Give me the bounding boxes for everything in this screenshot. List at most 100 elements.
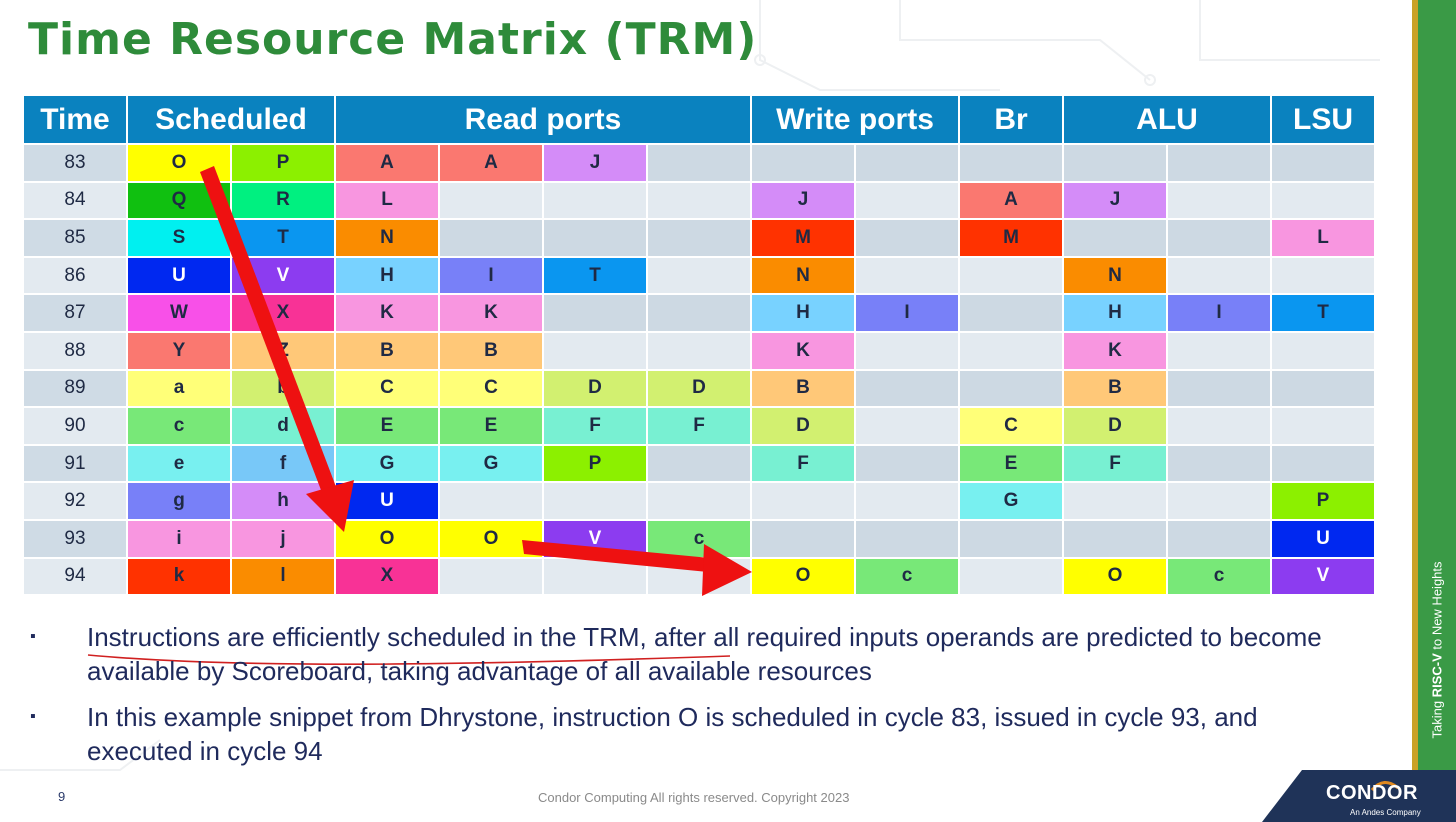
- empty-cell: [440, 483, 542, 519]
- instruction-cell: c: [128, 408, 230, 444]
- instruction-cell: E: [336, 408, 438, 444]
- empty-cell: [1064, 483, 1166, 519]
- empty-cell: [1168, 257, 1270, 294]
- instruction-cell: V: [232, 257, 334, 294]
- empty-cell: [752, 483, 854, 519]
- instruction-cell: f: [232, 445, 334, 482]
- empty-cell: [960, 520, 1062, 557]
- instruction-cell: P: [232, 145, 334, 181]
- empty-cell: [544, 182, 646, 219]
- time-cell: 86: [24, 257, 126, 294]
- empty-cell: [960, 295, 1062, 331]
- empty-cell: [1168, 145, 1270, 181]
- instruction-cell: F: [1064, 445, 1166, 482]
- instruction-cell: C: [960, 408, 1062, 444]
- empty-cell: [544, 558, 646, 595]
- empty-cell: [1168, 220, 1270, 256]
- bullet-marker: ▪: [30, 708, 36, 725]
- table-row: 86 U V H I T N N: [24, 257, 1374, 294]
- empty-cell: [960, 257, 1062, 294]
- empty-cell: [856, 408, 958, 444]
- empty-cell: [648, 483, 750, 519]
- instruction-cell: T: [544, 257, 646, 294]
- empty-cell: [1168, 483, 1270, 519]
- bullet-text: , after all required inputs operands are…: [87, 622, 1322, 686]
- table-row: 92 g h U G P: [24, 483, 1374, 519]
- instruction-cell: H: [336, 257, 438, 294]
- instruction-cell: G: [336, 445, 438, 482]
- time-cell: 87: [24, 295, 126, 331]
- bullet-item: ▪ In this example snippet from Dhrystone…: [30, 700, 1360, 768]
- empty-cell: [648, 182, 750, 219]
- column-header: Write ports: [752, 96, 958, 143]
- instruction-cell: A: [336, 145, 438, 181]
- instruction-cell: J: [752, 182, 854, 219]
- instruction-cell: T: [232, 220, 334, 256]
- empty-cell: [1168, 370, 1270, 407]
- empty-cell: [440, 182, 542, 219]
- bullet-item: ▪ Instructions are efficiently scheduled…: [30, 620, 1360, 688]
- time-cell: 93: [24, 520, 126, 557]
- empty-cell: [856, 220, 958, 256]
- instruction-cell: O: [752, 558, 854, 595]
- empty-cell: [648, 257, 750, 294]
- column-header: Scheduled: [128, 96, 334, 143]
- risc-v-logo: RISC-V: [1429, 653, 1445, 698]
- empty-cell: [752, 145, 854, 181]
- empty-cell: [856, 182, 958, 219]
- empty-cell: [960, 558, 1062, 595]
- time-cell: 91: [24, 445, 126, 482]
- instruction-cell: G: [440, 445, 542, 482]
- empty-cell: [1272, 332, 1374, 369]
- instruction-cell: K: [336, 295, 438, 331]
- empty-cell: [648, 220, 750, 256]
- bullet-list: ▪ Instructions are efficiently scheduled…: [30, 620, 1360, 780]
- time-cell: 88: [24, 332, 126, 369]
- instruction-cell: D: [752, 408, 854, 444]
- table-row: 91 e f G G P F E F: [24, 445, 1374, 482]
- instruction-cell: N: [752, 257, 854, 294]
- column-header: Br: [960, 96, 1062, 143]
- trm-table: Time Scheduled Read ports Write ports Br ALU L…: [22, 94, 1376, 596]
- instruction-cell: j: [232, 520, 334, 557]
- empty-cell: [856, 370, 958, 407]
- empty-cell: [648, 558, 750, 595]
- empty-cell: [544, 295, 646, 331]
- instruction-cell: J: [1064, 182, 1166, 219]
- table-row: 89 a b C C D D B B: [24, 370, 1374, 407]
- empty-cell: [1272, 408, 1374, 444]
- time-cell: 83: [24, 145, 126, 181]
- column-header: ALU: [1064, 96, 1270, 143]
- bullet-text: In this example snippet from Dhrystone, …: [87, 702, 1258, 766]
- table-row: 85 S T N M M L: [24, 220, 1374, 256]
- page-number: 9: [58, 789, 66, 804]
- instruction-cell: N: [1064, 257, 1166, 294]
- instruction-cell: A: [960, 182, 1062, 219]
- empty-cell: [856, 445, 958, 482]
- instruction-cell: G: [960, 483, 1062, 519]
- empty-cell: [1064, 520, 1166, 557]
- empty-cell: [856, 520, 958, 557]
- instruction-cell: B: [336, 332, 438, 369]
- instruction-cell: P: [1272, 483, 1374, 519]
- instruction-cell: c: [1168, 558, 1270, 595]
- instruction-cell: c: [648, 520, 750, 557]
- table-row: 88 Y Z B B K K: [24, 332, 1374, 369]
- table-row: 90 c d E E F F D C D: [24, 408, 1374, 444]
- instruction-cell: i: [128, 520, 230, 557]
- time-cell: 85: [24, 220, 126, 256]
- instruction-cell: K: [752, 332, 854, 369]
- instruction-cell: E: [440, 408, 542, 444]
- instruction-cell: R: [232, 182, 334, 219]
- instruction-cell: I: [440, 257, 542, 294]
- instruction-cell: D: [1064, 408, 1166, 444]
- empty-cell: [648, 332, 750, 369]
- instruction-cell: D: [544, 370, 646, 407]
- time-cell: 92: [24, 483, 126, 519]
- empty-cell: [648, 295, 750, 331]
- instruction-cell: F: [752, 445, 854, 482]
- time-cell: 94: [24, 558, 126, 595]
- instruction-cell: L: [1272, 220, 1374, 256]
- column-header: Time: [24, 96, 126, 143]
- empty-cell: [960, 145, 1062, 181]
